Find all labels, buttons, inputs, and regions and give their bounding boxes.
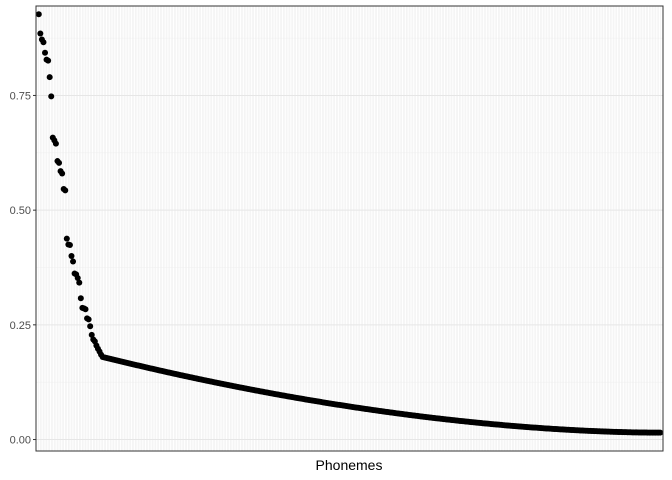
grid-minor-y xyxy=(36,37,663,383)
data-point xyxy=(59,170,66,177)
data-point xyxy=(62,187,69,194)
y-tick-label: 0.25 xyxy=(10,320,31,332)
data-point xyxy=(56,159,63,166)
x-axis-title: Phonemes xyxy=(316,457,383,473)
data-point xyxy=(52,140,59,147)
data-point xyxy=(45,57,52,64)
data-point xyxy=(46,74,53,81)
data-point xyxy=(76,279,83,286)
data-point xyxy=(657,429,664,436)
data-point xyxy=(87,323,94,330)
grid-major-y xyxy=(36,94,663,441)
y-tick-label: 0.00 xyxy=(10,435,31,447)
data-point xyxy=(68,253,75,260)
data-point xyxy=(42,49,49,56)
data-point xyxy=(82,306,89,313)
plot-panel xyxy=(36,6,663,451)
data-point xyxy=(37,30,44,37)
panel-border xyxy=(35,5,664,452)
data-point xyxy=(74,275,81,282)
data-points xyxy=(35,11,664,436)
data-point xyxy=(70,258,77,265)
data-point xyxy=(35,11,42,18)
data-point xyxy=(40,39,47,46)
data-point xyxy=(88,331,95,338)
y-tick-label: 0.50 xyxy=(10,205,31,217)
y-axis-ticks: 0.00 0.25 0.50 0.75 xyxy=(10,90,36,447)
data-point xyxy=(63,235,70,242)
y-tick-label: 0.75 xyxy=(10,90,31,102)
grid-x xyxy=(38,6,661,451)
data-point xyxy=(85,316,92,323)
data-point xyxy=(66,242,73,249)
data-point xyxy=(77,295,84,302)
data-point xyxy=(48,93,55,100)
